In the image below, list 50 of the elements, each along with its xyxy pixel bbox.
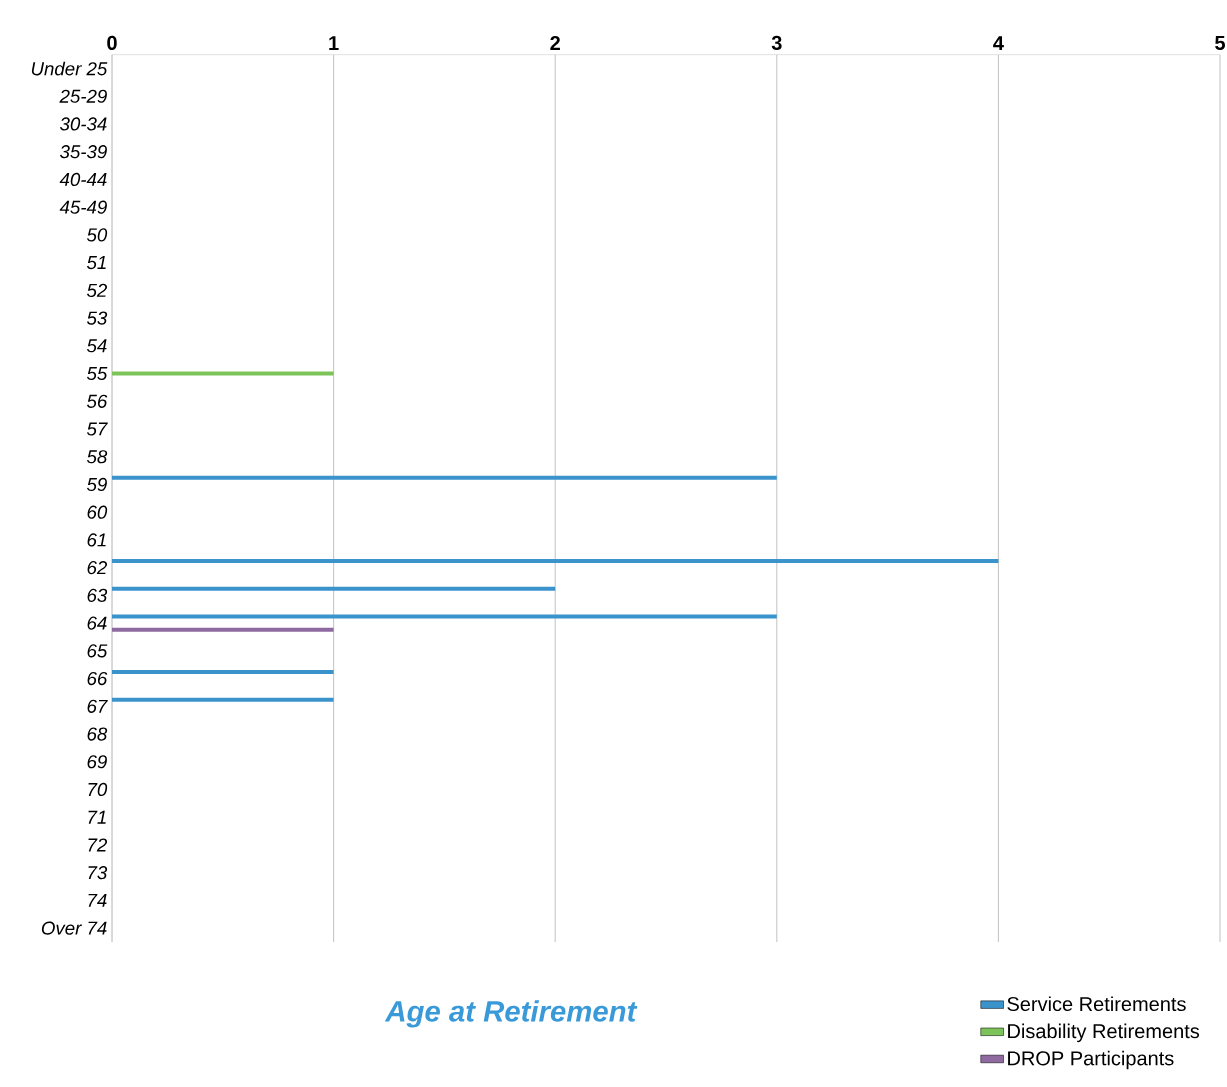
y-tick-label: 64 xyxy=(87,616,107,630)
y-tick-label: 69 xyxy=(87,755,107,769)
x-tick-label: 2 xyxy=(550,35,560,50)
y-tick-label: 54 xyxy=(86,339,107,353)
y-tick-label: 61 xyxy=(87,533,106,547)
y-tick-label: 66 xyxy=(87,671,108,686)
bar xyxy=(112,669,334,674)
y-tick-label: 63 xyxy=(87,588,108,602)
y-tick-label: 58 xyxy=(86,450,108,464)
text: Age at Retirement xyxy=(384,1000,638,1028)
x-tick-label: 3 xyxy=(771,35,782,50)
y-tick-label: 59 xyxy=(86,477,107,492)
y-tick-label: 55 xyxy=(86,367,108,381)
y-tick-label: 40-44 xyxy=(59,172,107,187)
y-tick-label: 60 xyxy=(87,505,108,519)
y-tick-label: 57 xyxy=(86,422,108,436)
y-tick-label: 53 xyxy=(86,311,108,325)
bar xyxy=(112,697,334,702)
y-tick-label: 62 xyxy=(87,561,108,575)
bar xyxy=(112,614,777,619)
y-tick-label: 74 xyxy=(88,893,107,907)
y-tick-label: 71 xyxy=(88,810,106,824)
y-tick-label: 52 xyxy=(86,283,108,297)
x-tick-label: 5 xyxy=(1215,36,1225,50)
bar xyxy=(112,627,334,632)
y-tick-label: Over 74 xyxy=(41,921,107,935)
y-tick-label: Under 25 xyxy=(31,61,108,76)
y-tick-label: 67 xyxy=(87,699,108,713)
y-tick-label: 51 xyxy=(86,256,106,270)
legend-label: Service Retirements xyxy=(1007,996,1186,1012)
legend-label: DROP Participants xyxy=(1008,1050,1174,1070)
y-tick-label: 30-34 xyxy=(59,117,107,131)
bar xyxy=(112,558,999,563)
y-tick-label: 72 xyxy=(88,838,108,852)
y-tick-label: 50 xyxy=(86,228,108,242)
legend-label: Disability Retirements xyxy=(1008,1023,1200,1043)
y-tick-label: 35-39 xyxy=(59,145,107,159)
bar xyxy=(112,586,556,591)
y-tick-label: 70 xyxy=(88,782,108,797)
y-tick-label: 73 xyxy=(88,866,108,880)
x-tick-label: 0 xyxy=(107,35,117,50)
bar xyxy=(112,371,334,376)
y-tick-label: 25-29 xyxy=(59,89,107,103)
y-tick-label: 68 xyxy=(87,727,108,741)
y-tick-label: 45-49 xyxy=(59,200,107,214)
y-tick-label: 65 xyxy=(87,644,108,658)
y-tick-label: 56 xyxy=(86,394,108,408)
x-tick-label: 4 xyxy=(993,36,1004,50)
x-tick-label: 1 xyxy=(329,36,339,50)
bar xyxy=(112,475,777,480)
